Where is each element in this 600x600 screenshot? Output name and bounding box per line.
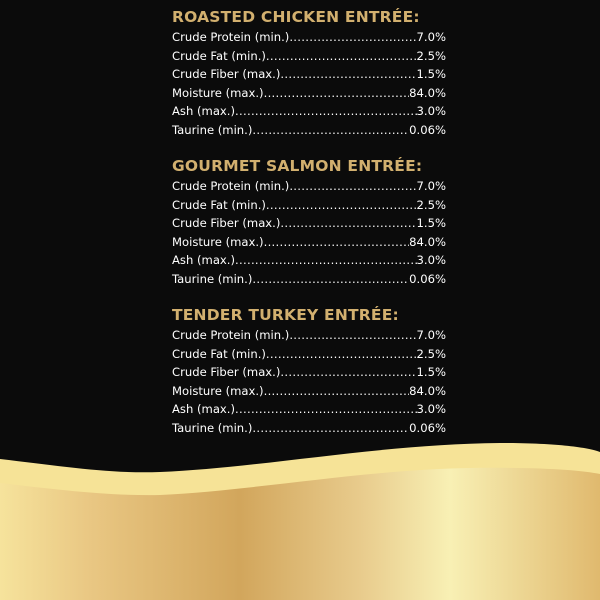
nutrient-value: 1.5% — [416, 365, 446, 379]
nutrient-value: 1.5% — [416, 67, 446, 81]
dot-leader — [252, 270, 409, 289]
nutrient-label: Moisture (max.) — [172, 85, 264, 100]
dot-leader — [264, 84, 410, 103]
nutrient-value: 1.5% — [416, 216, 446, 230]
nutrient-label: Ash (max.) — [172, 253, 235, 267]
nutrient-label: Crude Protein (min.) — [172, 328, 290, 342]
nutrient-row: Moisture (max.) 84.0% — [172, 84, 446, 103]
nutrient-row: Ash (max.) 3.0% — [172, 251, 446, 270]
dot-leader — [280, 65, 416, 84]
nutrient-row: Crude Fiber (max.) 1.5% — [172, 214, 446, 233]
dot-leader — [266, 345, 417, 364]
nutrient-value: 3.0% — [416, 253, 446, 267]
dot-leader — [235, 102, 417, 121]
nutrient-value: 2.5% — [416, 346, 446, 361]
nutrient-row: Crude Fat (min.) 2.5% — [172, 47, 446, 66]
section-title: GOURMET SALMON ENTRÉE: — [172, 157, 423, 175]
nutrient-row: Ash (max.) 3.0% — [172, 102, 446, 121]
analysis-section: ROASTED CHICKEN ENTRÉE: Crude Protein (m… — [172, 6, 446, 139]
nutrient-label: Crude Protein (min.) — [172, 179, 290, 193]
nutrient-label: Ash (max.) — [172, 402, 235, 416]
nutrient-label: Crude Fat (min.) — [172, 346, 266, 361]
nutrient-value: 7.0% — [416, 179, 446, 193]
nutrient-value: 7.0% — [416, 30, 446, 44]
analysis-section: GOURMET SALMON ENTRÉE: Crude Protein (mi… — [172, 155, 446, 288]
nutrient-row: Taurine (min.) 0.06% — [172, 121, 446, 140]
nutrient-label: Crude Fiber (max.) — [172, 67, 281, 81]
nutrient-value: 0.06% — [409, 122, 446, 137]
nutrient-row: Crude Fat (min.) 2.5% — [172, 196, 446, 215]
nutrient-row: Taurine (min.) 0.06% — [172, 419, 446, 438]
nutrient-row: Moisture (max.) 84.0% — [172, 382, 446, 401]
dot-leader — [264, 382, 410, 401]
nutrient-row: Taurine (min.) 0.06% — [172, 270, 446, 289]
nutrient-value: 2.5% — [416, 197, 446, 212]
nutrient-row: Crude Protein (min.) 7.0% — [172, 28, 446, 47]
nutrient-row: Crude Protein (min.) 7.0% — [172, 177, 446, 196]
dot-leader — [235, 400, 417, 419]
dot-leader — [289, 326, 416, 345]
dot-leader — [289, 28, 416, 47]
nutrient-value: 3.0% — [416, 104, 446, 118]
dot-leader — [252, 121, 409, 140]
nutrient-row: Crude Protein (min.) 7.0% — [172, 326, 446, 345]
nutrient-value: 84.0% — [409, 234, 446, 249]
nutrient-label: Moisture (max.) — [172, 234, 264, 249]
nutrient-value: 3.0% — [416, 402, 446, 416]
nutrient-label: Taurine (min.) — [172, 271, 253, 286]
dot-leader — [289, 177, 416, 196]
nutrient-label: Crude Fat (min.) — [172, 197, 266, 212]
nutrient-label: Crude Fat (min.) — [172, 48, 266, 63]
dot-leader — [266, 196, 417, 215]
nutrient-value: 0.06% — [409, 271, 446, 286]
analysis-section: TENDER TURKEY ENTRÉE: Crude Protein (min… — [172, 304, 446, 437]
dot-leader — [264, 233, 410, 252]
nutrient-row: Moisture (max.) 84.0% — [172, 233, 446, 252]
dot-leader — [235, 251, 417, 270]
dot-leader — [280, 214, 416, 233]
nutrient-label: Crude Fiber (max.) — [172, 365, 281, 379]
dot-leader — [252, 419, 409, 438]
nutrient-row: Crude Fiber (max.) 1.5% — [172, 363, 446, 382]
nutrient-value: 7.0% — [416, 328, 446, 342]
dot-leader — [266, 47, 417, 66]
nutrient-row: Crude Fiber (max.) 1.5% — [172, 65, 446, 84]
nutrient-label: Crude Fiber (max.) — [172, 216, 281, 230]
section-title: TENDER TURKEY ENTRÉE: — [172, 306, 399, 324]
section-title: ROASTED CHICKEN ENTRÉE: — [172, 8, 420, 26]
nutrient-row: Ash (max.) 3.0% — [172, 400, 446, 419]
nutrient-row: Crude Fat (min.) 2.5% — [172, 345, 446, 364]
nutrient-label: Taurine (min.) — [172, 420, 253, 435]
nutrient-label: Taurine (min.) — [172, 122, 253, 137]
nutrient-label: Ash (max.) — [172, 104, 235, 118]
nutrient-value: 84.0% — [409, 383, 446, 398]
nutrient-value: 84.0% — [409, 85, 446, 100]
dot-leader — [280, 363, 416, 382]
nutrient-label: Moisture (max.) — [172, 383, 264, 398]
nutrient-label: Crude Protein (min.) — [172, 30, 290, 44]
nutrient-value: 2.5% — [416, 48, 446, 63]
wave-gradient-body — [0, 467, 600, 600]
nutrient-value: 0.06% — [409, 420, 446, 435]
